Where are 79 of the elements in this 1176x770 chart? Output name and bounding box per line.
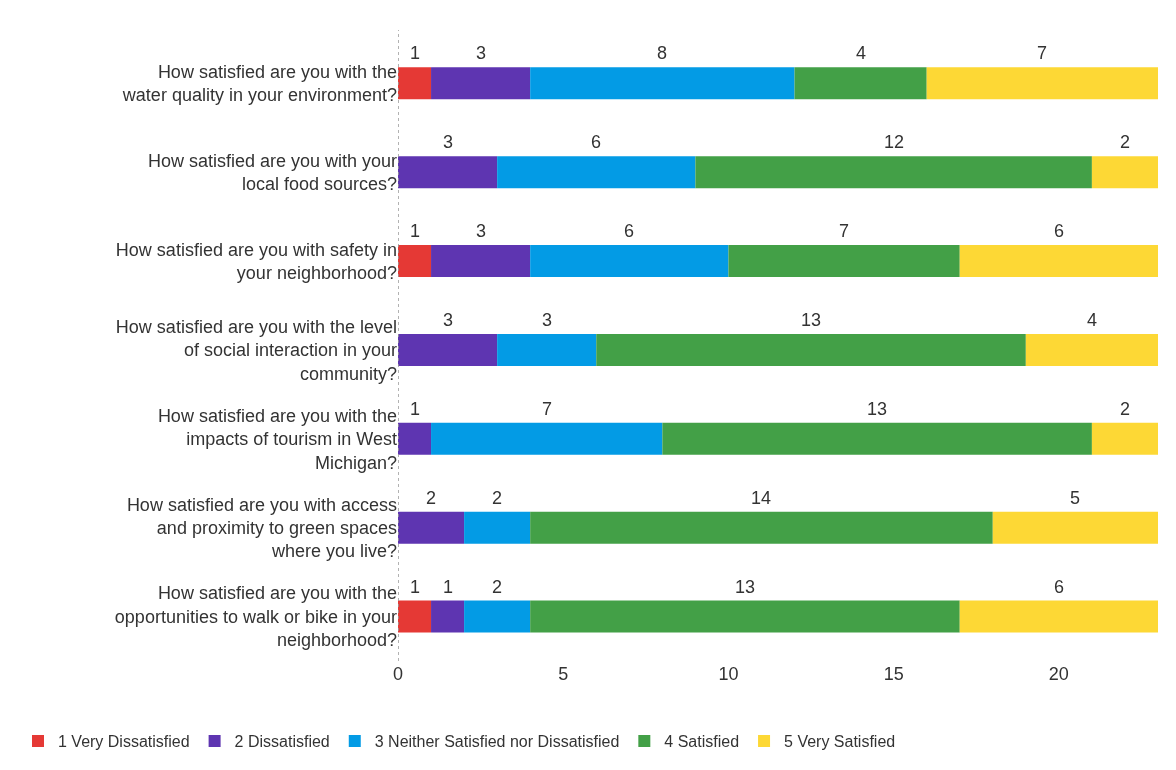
- data-label: 6: [624, 221, 635, 241]
- y-tick-label: How satisfied are you with the level of social interaction in your community?: [115, 316, 397, 384]
- bar: [794, 67, 927, 100]
- legend-label: 4 Satisfied: [664, 733, 740, 751]
- data-label: 14: [751, 488, 772, 508]
- bar: [1025, 333, 1158, 366]
- bar: [926, 67, 1158, 100]
- legend-label: 2 Dissatisfied: [234, 733, 330, 751]
- data-label: 7: [1037, 43, 1048, 63]
- bar: [398, 511, 465, 544]
- legend-label: 3 Neither Satisfied nor Dissatisfied: [374, 733, 620, 751]
- bar: [1091, 156, 1158, 189]
- bar: [530, 600, 960, 633]
- bar: [530, 511, 993, 544]
- data-label: 2: [1120, 132, 1131, 152]
- data-label: 1: [410, 399, 421, 419]
- bar: [398, 156, 498, 189]
- y-tick-label: How satisfied are you with safety in your neighborhood?: [115, 239, 397, 284]
- bar: [431, 245, 531, 278]
- data-label: 3: [443, 132, 454, 152]
- data-label: 6: [591, 132, 602, 152]
- bar: [959, 600, 1158, 633]
- legend-label: 5 Very Satisfied: [784, 733, 896, 751]
- data-label: 8: [657, 43, 668, 63]
- bar: [497, 156, 696, 189]
- bar: [464, 600, 531, 633]
- bar: [728, 245, 960, 278]
- data-label: 2: [492, 577, 503, 597]
- bar: [398, 600, 432, 633]
- bar: [398, 245, 432, 278]
- y-tick-label: How satisfied are you with the opportunities to walk or bike in your neighborhood?: [114, 583, 397, 651]
- bar: [1091, 422, 1158, 455]
- data-label: 2: [492, 488, 503, 508]
- data-label: 6: [1054, 221, 1065, 241]
- x-tick-label: 5: [558, 664, 569, 684]
- data-label: 3: [476, 221, 487, 241]
- x-tick-label: 0: [392, 664, 404, 684]
- x-tick-label: 20: [1048, 664, 1069, 684]
- bar: [530, 67, 795, 100]
- data-label: 3: [443, 310, 454, 330]
- data-label: 4: [856, 43, 867, 63]
- bar: [596, 333, 1026, 366]
- bar: [398, 67, 432, 100]
- bar: [464, 511, 531, 544]
- data-label: 6: [1054, 577, 1065, 597]
- data-label: 1: [443, 577, 454, 597]
- bar: [530, 245, 729, 278]
- data-label: 1: [410, 577, 421, 597]
- data-label: 4: [1087, 310, 1098, 330]
- bar: [398, 333, 498, 366]
- data-label: 13: [735, 577, 756, 597]
- data-label: 3: [476, 43, 487, 63]
- data-label: 3: [542, 310, 553, 330]
- bar: [992, 511, 1158, 544]
- bar: [497, 333, 597, 366]
- y-tick-label: How satisfied are you with access and proximity to green spaces where you live?: [126, 494, 397, 562]
- bar: [959, 245, 1158, 278]
- x-tick-label: 15: [883, 664, 904, 684]
- x-tick-label: 10: [718, 664, 739, 684]
- data-label: 1: [410, 43, 421, 63]
- bar: [431, 422, 663, 455]
- data-label: 7: [839, 221, 850, 241]
- data-label: 13: [801, 310, 822, 330]
- y-tick-label: How satisfied are you with the water quality in your environment?: [121, 61, 397, 106]
- data-label: 2: [426, 488, 437, 508]
- bar: [662, 422, 1092, 455]
- y-tick-label: How satisfied are you with your local food sources?: [147, 150, 397, 195]
- bar: [431, 67, 531, 100]
- bar: [398, 422, 432, 455]
- bar: [431, 600, 465, 633]
- data-label: 7: [542, 399, 553, 419]
- data-label: 12: [884, 132, 905, 152]
- y-tick-label: How satisfied are you with the impacts of tourism in West Michigan?: [157, 405, 397, 473]
- data-label: 1: [410, 221, 421, 241]
- legend-label: 1 Very Dissatisfied: [58, 733, 190, 751]
- bar: [695, 156, 1092, 189]
- data-label: 13: [867, 399, 888, 419]
- data-label: 5: [1070, 488, 1081, 508]
- data-label: 2: [1120, 399, 1131, 419]
